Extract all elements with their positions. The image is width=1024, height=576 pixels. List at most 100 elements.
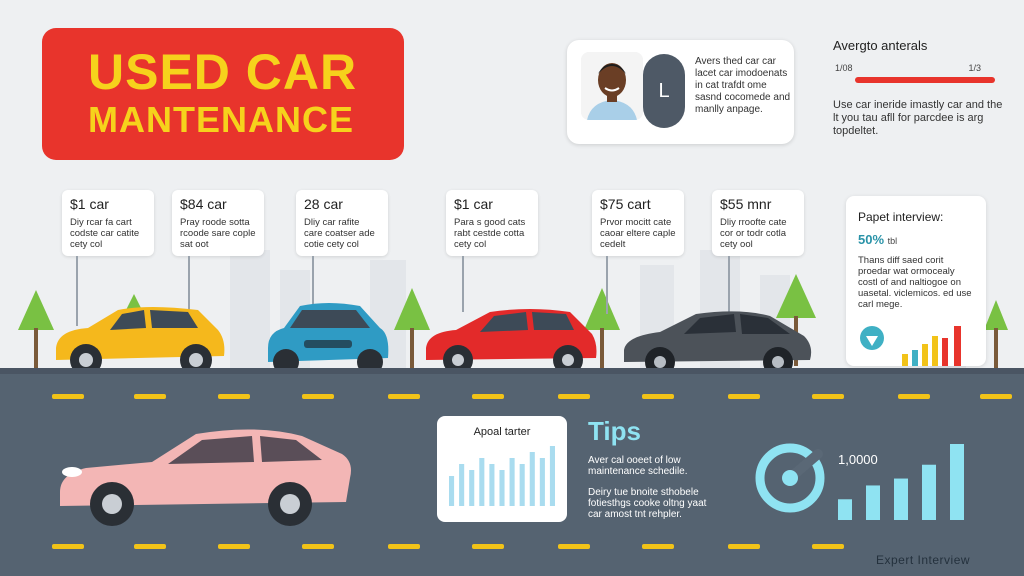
- chart-bar: [954, 326, 961, 366]
- blue-car: [268, 303, 389, 375]
- price-card[interactable]: $55 mnr Dliy rroofte cate cor or todr co…: [712, 190, 804, 256]
- expert-play-button[interactable]: L: [643, 54, 685, 128]
- lane-marking: [134, 394, 166, 399]
- chart-bar: [479, 458, 485, 506]
- average-text: Use car ineride imastly car and the lt y…: [833, 99, 1003, 137]
- chart-bar: [459, 464, 465, 506]
- page-title-line2: MANTENANCE: [88, 99, 354, 140]
- percent-note: tbl: [887, 236, 898, 246]
- price-label: 28 car: [304, 196, 343, 212]
- lane-marking: [728, 394, 760, 399]
- price-label: $1 car: [70, 196, 109, 212]
- scale-low-label: 1/08: [835, 63, 853, 73]
- lane-marking: [980, 394, 1012, 399]
- price-label: $1 car: [454, 196, 493, 212]
- card-pointer: [312, 256, 314, 310]
- average-title: Avergto anterals: [833, 38, 928, 53]
- chart-bar: [519, 464, 525, 506]
- tip-item: Deiry tue bnoite sthobele fotiesthgs coo…: [588, 487, 707, 520]
- lane-marking: [812, 544, 844, 549]
- card-pointer: [76, 256, 78, 326]
- chart-bar: [499, 470, 505, 506]
- lane-marking: [812, 394, 844, 399]
- title-banner: USED CAR MANTENANCE: [42, 28, 404, 160]
- card-pointer: [188, 256, 190, 316]
- interview-title: Papet interview:: [858, 210, 944, 224]
- lane-marking: [388, 544, 420, 549]
- price-desc: Dliy car rafite care coatser ade cotie c…: [304, 217, 375, 250]
- lane-marking: [218, 394, 250, 399]
- lane-marking: [558, 544, 590, 549]
- chart-bar: [942, 338, 948, 366]
- expert-interview-link[interactable]: Expert Interview: [876, 553, 971, 567]
- price-label: $75 cart: [600, 196, 651, 212]
- red-car: [426, 309, 597, 375]
- price-card[interactable]: $75 cart Prvor mocitt cate caoar eltere …: [592, 190, 684, 256]
- price-card[interactable]: 28 car Dliy car rafite care coatser ade …: [296, 190, 388, 256]
- chart-card: Apoal tarter: [437, 416, 567, 522]
- tips-heading: Tips: [588, 416, 641, 446]
- price-desc: Dliy rroofte cate cor or todr cotla cety…: [720, 217, 787, 250]
- average-bar: [855, 77, 995, 83]
- average-scale: 1/08 1/3: [833, 63, 1003, 75]
- expert-card: L Avers thed car car lacet car imodoenat…: [567, 40, 794, 144]
- price-card[interactable]: $84 car Pray roode sotta rcoode sare cop…: [172, 190, 264, 256]
- chart-bar: [509, 458, 515, 506]
- price-desc: Diy rcar fa cart codste car catite cety …: [70, 217, 140, 250]
- percent-value: 50%: [858, 232, 885, 247]
- stat-value: 1,0000: [838, 452, 878, 467]
- interview-text: Thans diff saed corit proedar wat ormoce…: [858, 255, 972, 310]
- yellow-car: [56, 307, 225, 376]
- lane-marking: [302, 394, 334, 399]
- price-card[interactable]: $1 car Diy rcar fa cart codste car catit…: [62, 190, 154, 256]
- stats-bar-chart: [838, 444, 964, 520]
- chart-bar: [922, 464, 936, 520]
- price-desc: Para s good cats rabt cestde cotta cety …: [454, 217, 526, 250]
- lane-marking: [52, 544, 84, 549]
- chart-bar: [838, 499, 852, 520]
- card-pointer: [728, 256, 730, 312]
- price-desc: Pray roode sotta rcoode sare cople sat o…: [180, 217, 256, 250]
- lane-marking: [728, 544, 760, 549]
- lane-marking: [52, 394, 84, 399]
- tree-icon: [584, 288, 620, 368]
- scale-high-label: 1/3: [968, 63, 981, 73]
- lane-marking: [898, 394, 930, 399]
- interview-percent: 50% tbl: [858, 232, 974, 247]
- price-card[interactable]: $1 car Para s good cats rabt cestde cott…: [446, 190, 538, 256]
- road-edge: [0, 368, 1024, 374]
- price-label: $55 mnr: [720, 196, 772, 212]
- chart-bar: [489, 464, 495, 506]
- gray-car: [624, 311, 812, 377]
- chart-bar: [902, 354, 908, 366]
- lane-marking: [642, 394, 674, 399]
- lane-marking: [302, 544, 334, 549]
- pink-car: [60, 429, 351, 526]
- average-panel: Avergto anterals 1/08 1/3 Use car inerid…: [833, 38, 1003, 138]
- chart-bar: [912, 350, 918, 366]
- tree-icon: [18, 290, 54, 368]
- lane-marking: [472, 544, 504, 549]
- lane-marking: [388, 394, 420, 399]
- price-desc: Prvor mocitt cate caoar eltere caple ced…: [600, 217, 676, 250]
- chart-bar: [469, 470, 475, 506]
- chart-bar: [922, 344, 928, 366]
- expert-quote: Avers thed car car lacet car imodoenats …: [695, 56, 791, 115]
- lane-marking: [218, 544, 250, 549]
- avatar: [581, 52, 643, 120]
- bar-chart: [449, 446, 555, 506]
- lane-marking: [558, 394, 590, 399]
- lane-marking: [642, 544, 674, 549]
- chart-bar: [549, 446, 555, 506]
- tips-panel: Tips Aver cal ooeet of low maintenance s…: [588, 416, 718, 530]
- gauge-icon: [755, 443, 825, 513]
- chart-title: Apoal tarter: [473, 426, 531, 438]
- chart-bar: [866, 485, 880, 520]
- chart-bar: [894, 478, 908, 520]
- card-pointer: [606, 256, 608, 314]
- tree-icon: [394, 288, 430, 368]
- lane-marking: [134, 544, 166, 549]
- card-pointer: [462, 256, 464, 312]
- chart-bar: [539, 458, 545, 506]
- location-pin-icon: [860, 326, 884, 350]
